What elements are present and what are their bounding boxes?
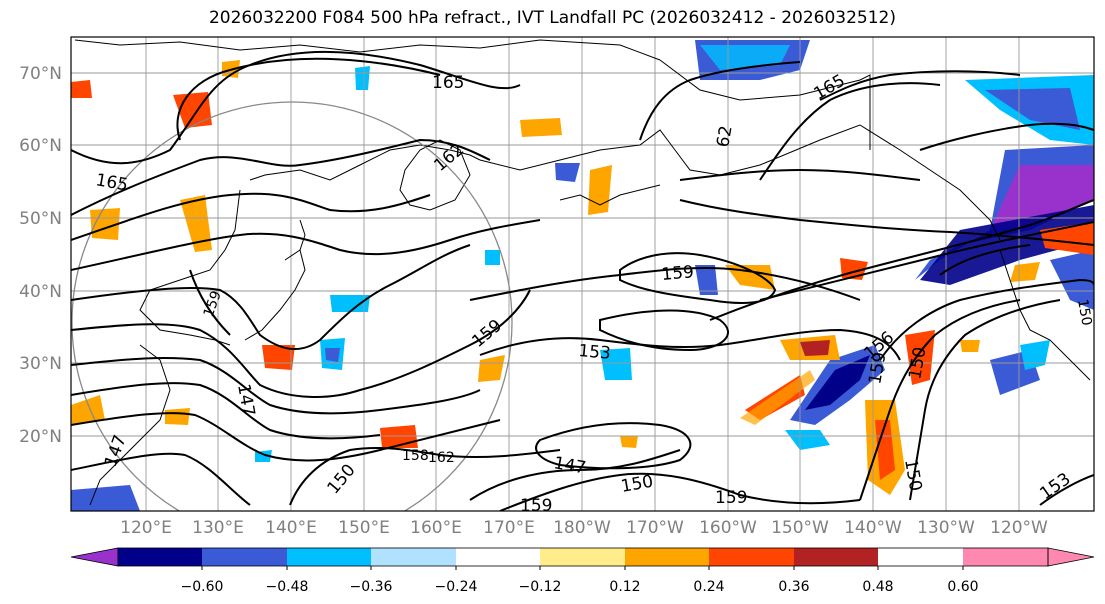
colorbar-segment (625, 548, 709, 566)
longitude-axis: 120°E 130°E 140°E 150°E 160°E 170°E 180°… (120, 518, 1048, 538)
graticule (71, 37, 1094, 511)
lon-label: 160°W (699, 518, 757, 538)
lat-label: 50°N (19, 209, 62, 229)
map-area: 165 165 165 162 62 159 159 159 159 159 1… (71, 37, 1094, 516)
lon-label: 140°E (265, 518, 317, 538)
contour-label: 165 (432, 73, 464, 93)
colorbar (70, 547, 1095, 570)
colorbar-tick-label: −0.36 (350, 579, 393, 595)
colorbar-segment (202, 548, 287, 566)
colorbar-segment (456, 548, 540, 566)
colorbar-extend-low (70, 547, 119, 567)
colorbar-tick-label: −0.24 (435, 579, 478, 595)
colorbar-segment (540, 548, 625, 566)
lon-label: 120°W (990, 518, 1048, 538)
refractivity-contours (71, 50, 1094, 511)
colorbar-tick-label: 0.48 (862, 579, 893, 595)
contour-label: 153 (1036, 469, 1074, 504)
colorbar-segment (963, 548, 1048, 566)
contour-label: 147 (233, 382, 258, 417)
colorbar-segment (709, 548, 794, 566)
colorbar-tick-label: −0.12 (519, 579, 562, 595)
lon-label: 180°W (553, 518, 611, 538)
colorbar-segment (794, 548, 878, 566)
contour-label: 159 (468, 316, 506, 352)
colorbar-ticks: −0.60 −0.48 −0.36 −0.24 −0.12 0.12 0.24 … (181, 579, 979, 595)
lon-label: 160°E (410, 518, 462, 538)
lon-label: 150°W (771, 518, 829, 538)
lat-label: 30°N (19, 354, 62, 374)
contour-label: 159 (661, 262, 695, 285)
contour-label: 150 (324, 460, 360, 498)
colorbar-frame (117, 547, 1049, 567)
colorbar-segment (371, 548, 456, 566)
contour-label: 153 (578, 341, 612, 364)
contour-label: 165 (94, 170, 129, 195)
contour-label: 62 (713, 124, 736, 149)
contour-label: 159 (201, 289, 225, 320)
contour-label-group: 165 165 165 162 62 159 159 159 159 159 1… (94, 71, 1094, 516)
colorbar-tick-label: 0.60 (947, 579, 978, 595)
lon-label: 150°E (338, 518, 390, 538)
contour-label: 162 (428, 450, 455, 466)
colorbar-tick-label: 0.12 (609, 579, 640, 595)
lon-label: 130°E (192, 518, 244, 538)
lat-label: 70°N (19, 64, 62, 84)
lon-label: 130°W (917, 518, 975, 538)
contour-label: 150 (1074, 298, 1094, 327)
contour-label: 147 (552, 453, 587, 478)
domain-circle (71, 101, 513, 511)
colorbar-segment (287, 548, 371, 566)
lon-label: 140°W (844, 518, 902, 538)
contour-label: 158 (402, 448, 429, 464)
lat-label: 20°N (19, 427, 62, 447)
contour-label: 159 (520, 496, 552, 516)
colorbar-segment (118, 548, 202, 566)
contour-label: 159 (715, 488, 747, 508)
lat-label: 40°N (19, 282, 62, 302)
latitude-axis: 70°N 60°N 50°N 40°N 30°N 20°N (19, 64, 62, 447)
lon-label: 170°E (483, 518, 535, 538)
colorbar-tick-label: −0.60 (181, 579, 224, 595)
colorbar-tick-label: 0.24 (693, 579, 724, 595)
colorbar-tick-label: 0.36 (778, 579, 809, 595)
lon-label: 120°E (120, 518, 172, 538)
lat-label: 60°N (19, 136, 62, 156)
colorbar-tick-label: −0.48 (266, 579, 309, 595)
map-title: 2026032200 F084 500 hPa refract., IVT La… (208, 8, 896, 28)
map-frame (70, 36, 1095, 512)
colorbar-extend-high (1047, 547, 1095, 567)
lon-label: 170°W (626, 518, 684, 538)
contour-label: 150 (900, 457, 925, 492)
contour-label: 150 (619, 472, 654, 497)
